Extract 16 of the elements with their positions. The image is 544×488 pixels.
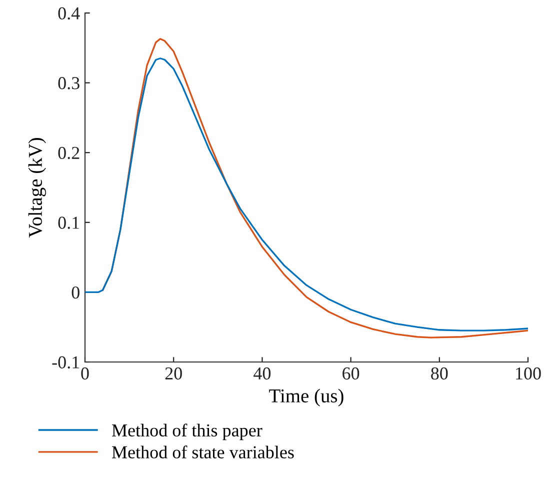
- x-tick-label: 0: [81, 367, 89, 380]
- x-tick-label: 100: [516, 367, 541, 380]
- y-tick-label: 0: [72, 286, 80, 299]
- x-tick-label: 40: [254, 367, 271, 380]
- x-axis-title: Time (us): [269, 388, 344, 406]
- x-tick-label: 60: [342, 367, 360, 380]
- y-tick-label: 0.4: [58, 7, 80, 20]
- y-tick-label: 0.3: [58, 77, 80, 90]
- x-tick-label: 20: [165, 367, 182, 380]
- legend-label: Method of state variables: [112, 446, 294, 458]
- x-tick-label: 80: [431, 367, 448, 380]
- y-tick-label: -0.1: [52, 356, 80, 369]
- y-axis-title: Voltage (kV): [28, 138, 46, 238]
- legend-label: Method of this paper: [112, 424, 262, 440]
- y-tick-label: 0.2: [58, 146, 80, 160]
- y-tick-label: 0.1: [58, 216, 80, 229]
